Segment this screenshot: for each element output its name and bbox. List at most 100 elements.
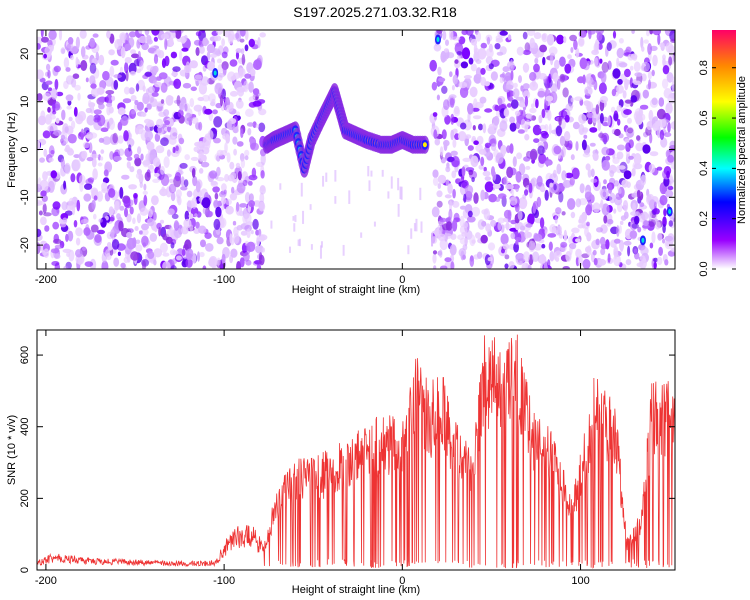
- spectrogram-noise-cell: [541, 132, 549, 139]
- spectrogram-noise-cell: [467, 210, 473, 218]
- spectrogram-streak: [415, 218, 418, 232]
- spectrogram-noise-cell: [91, 199, 96, 210]
- spectrogram-noise-cell: [513, 242, 519, 253]
- spectrogram-noise-cell: [123, 256, 129, 264]
- spectrogram-noise-cell: [167, 95, 174, 101]
- spectrogram-noise-cell: [472, 125, 476, 131]
- spectrogram-noise-cell: [147, 86, 155, 94]
- spectrogram-noise-cell: [171, 71, 178, 77]
- spectrogram-noise-cell: [184, 239, 192, 251]
- spectrogram-noise-cell: [63, 265, 69, 269]
- spectrogram-noise-cell: [601, 203, 610, 216]
- spectrogram-noise-cell: [128, 87, 135, 95]
- spectrogram-noise-cell: [591, 49, 599, 56]
- spectrogram-noise-cell: [152, 211, 157, 221]
- spectrogram-noise-cell: [640, 174, 647, 186]
- spectrogram-noise-cell: [218, 72, 225, 78]
- spectrogram-noise-cell: [659, 42, 665, 48]
- spectrogram-noise-cell: [53, 253, 61, 259]
- spectrogram-noise-cell: [590, 178, 598, 183]
- spectrogram-noise-cell: [624, 78, 629, 91]
- spectrogram-noise-cell: [184, 103, 188, 112]
- spectrogram-noise-cell: [661, 78, 669, 89]
- spectrogram-noise-cell: [202, 37, 209, 47]
- spectrogram-noise-cell: [652, 54, 658, 67]
- spectrogram-noise-cell: [659, 195, 668, 206]
- spectrogram-noise-cell: [528, 240, 536, 252]
- spectrogram-noise-cell: [437, 223, 443, 236]
- spectrogram-noise-cell: [105, 90, 115, 95]
- spectrogram-noise-cell: [182, 82, 192, 89]
- spectrogram-noise-cell: [162, 261, 171, 269]
- spectrogram-noise-cell: [98, 218, 103, 223]
- spectrogram-noise-cell: [136, 213, 142, 224]
- spectrogram-noise-cell: [484, 142, 491, 148]
- spectrogram-noise-cell: [539, 217, 545, 229]
- spectrogram-noise-cell: [618, 165, 626, 170]
- spectrogram-noise-cell: [166, 149, 171, 157]
- spectrogram-noise-cell: [102, 136, 112, 145]
- snr-xtick-label: 100: [571, 575, 589, 587]
- spectrogram-noise-cell: [177, 109, 184, 118]
- spectrogram-noise-cell: [40, 110, 46, 121]
- spectrogram-noise-cell: [627, 127, 634, 134]
- spectrogram-noise-cell: [461, 47, 471, 60]
- spectrogram-noise-cell: [135, 239, 141, 245]
- spectrogram-noise-cell: [108, 188, 116, 198]
- spectrogram-noise-cell: [554, 59, 560, 70]
- spectrogram-noise-cell: [48, 145, 55, 158]
- spectrogram-noise-cell: [480, 234, 488, 244]
- spectrogram-noise-cell: [102, 70, 110, 81]
- spectrogram-noise-cell: [584, 226, 589, 237]
- spectrogram-noise-cell: [469, 86, 478, 98]
- spectrogram-noise-cell: [233, 233, 240, 245]
- spectrogram-noise-cell: [663, 132, 672, 138]
- spectrogram-noise-cell: [432, 169, 439, 178]
- spectrogram-noise-cell: [497, 221, 502, 231]
- spectrogram-xtick-label: 0: [399, 274, 405, 286]
- spectrogram-noise-cell: [607, 183, 613, 194]
- spectrogram-noise-cell: [495, 35, 503, 41]
- spectrogram-noise-cell: [451, 219, 458, 232]
- spectrogram-noise-cell: [589, 142, 596, 147]
- spectrogram-noise-cell: [132, 217, 136, 225]
- spectrogram-noise-cell: [640, 211, 649, 221]
- spectrogram-noise-cell: [658, 246, 663, 256]
- spectrogram-noise-cell: [555, 125, 563, 137]
- spectrogram-noise-cell: [470, 155, 479, 168]
- spectrogram-noise-cell: [668, 220, 673, 227]
- spectrogram-noise-cell: [118, 148, 125, 156]
- spectrogram-noise-cell: [549, 182, 554, 188]
- spectrogram-noise-cell: [533, 63, 540, 73]
- spectrogram-noise-cell: [472, 115, 482, 120]
- spectrogram-noise-cell: [37, 177, 42, 189]
- spectrogram-noise-cell: [186, 190, 193, 198]
- spectrogram-noise-cell: [213, 116, 223, 128]
- spectrogram-noise-cell: [618, 188, 622, 195]
- spectrogram-noise-cell: [198, 121, 203, 131]
- spectrogram-noise-cell: [250, 142, 259, 151]
- spectrogram-noise-cell: [575, 198, 582, 208]
- spectrogram-noise-cell: [50, 88, 58, 100]
- spectrogram-noise-cell: [532, 124, 542, 136]
- spectrogram-noise-cell: [157, 126, 163, 134]
- spectrogram-streak: [407, 245, 410, 255]
- spectrogram-streak: [367, 166, 370, 177]
- spectrogram-noise-cell: [260, 153, 266, 166]
- spectrogram-noise-cell: [80, 219, 89, 224]
- spectrogram-noise-cell: [642, 89, 649, 99]
- spectrogram-streak: [381, 169, 384, 177]
- spectrogram-noise-cell: [524, 133, 530, 141]
- spectrogram-noise-cell: [583, 134, 588, 139]
- spectrogram-noise-cell: [141, 42, 149, 51]
- chart-title: S197.2025.271.03.32.R18: [293, 4, 457, 20]
- spectrogram-noise-cell: [146, 64, 153, 71]
- spectrogram-noise-cell: [111, 239, 120, 250]
- spectrogram-xlabel: Height of straight line (km): [292, 284, 420, 296]
- spectrogram-noise-cell: [664, 259, 669, 266]
- spectrogram-noise-cell: [52, 201, 61, 210]
- spectrogram-noise-cell: [652, 30, 661, 36]
- spectrogram-streak: [397, 177, 400, 191]
- spectrogram-noise-cell: [593, 257, 598, 266]
- spectrogram-noise-cell: [600, 71, 607, 84]
